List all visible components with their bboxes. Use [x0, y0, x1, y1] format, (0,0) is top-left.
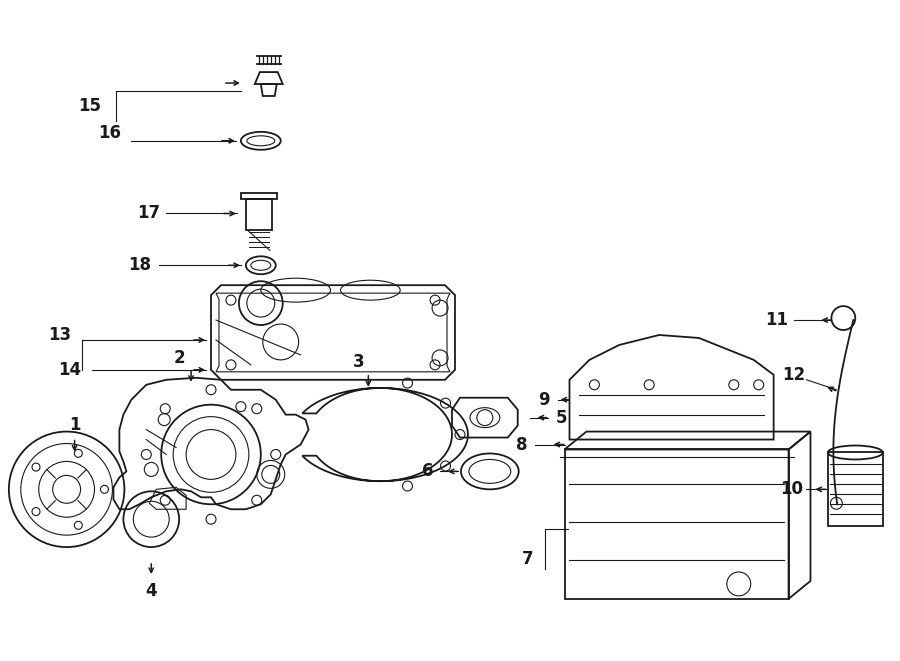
Text: 12: 12	[782, 366, 806, 384]
Text: 15: 15	[78, 97, 101, 115]
Text: 9: 9	[538, 391, 549, 408]
Text: 6: 6	[422, 463, 434, 481]
Text: 2: 2	[174, 349, 185, 367]
Text: 13: 13	[48, 326, 71, 344]
Text: 8: 8	[516, 436, 527, 453]
Text: 14: 14	[58, 361, 81, 379]
Text: 3: 3	[353, 353, 364, 371]
Text: 10: 10	[780, 481, 803, 498]
Text: 16: 16	[98, 124, 121, 142]
Text: 1: 1	[68, 416, 80, 434]
Text: 11: 11	[765, 311, 788, 329]
Text: 18: 18	[128, 256, 151, 274]
Text: 4: 4	[146, 582, 158, 600]
Text: 7: 7	[522, 550, 534, 568]
Text: 5: 5	[556, 408, 567, 426]
Text: 17: 17	[137, 204, 160, 223]
